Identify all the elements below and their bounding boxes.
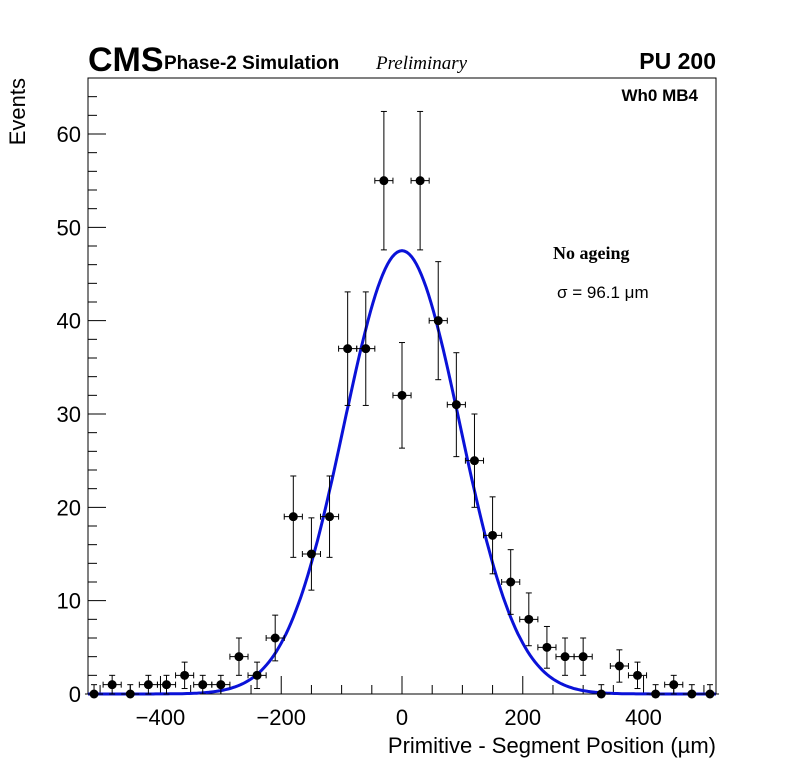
data-point	[519, 592, 539, 647]
x-tick-label: 200	[504, 705, 541, 730]
data-point	[410, 110, 430, 251]
data-point	[446, 352, 466, 458]
data-point	[121, 684, 140, 699]
y-tick-labels: 0 10 20 30 40 50 60	[57, 122, 81, 707]
data-point	[464, 413, 485, 508]
data-point	[627, 661, 648, 690]
data-point	[175, 661, 195, 690]
data-point	[374, 110, 394, 251]
x-tick-label: −400	[136, 705, 186, 730]
y-axis-label: Events	[5, 78, 30, 145]
y-tick-label: 60	[57, 122, 81, 147]
data-point	[156, 674, 177, 695]
data-point	[573, 637, 593, 676]
data-point	[501, 549, 521, 615]
chamber-label: Wh0 MB4	[622, 86, 699, 105]
x-tick-label: 0	[396, 705, 408, 730]
y-tick-label: 0	[69, 682, 81, 707]
pileup-label: PU 200	[639, 48, 716, 74]
y-tick-label: 50	[57, 215, 81, 240]
data-point	[283, 475, 303, 558]
data-point	[193, 674, 213, 695]
data-point	[247, 661, 267, 690]
data-point	[428, 261, 448, 381]
y-tick-label: 30	[57, 402, 81, 427]
data-point	[592, 684, 611, 699]
data-point	[483, 496, 503, 575]
y-tick-label: 20	[57, 495, 81, 520]
data-point	[265, 614, 285, 662]
x-tick-labels: −400 −200 0 200 400	[136, 705, 662, 730]
cms-label: CMS	[88, 41, 164, 79]
data-point	[138, 674, 158, 695]
data-point	[664, 674, 684, 695]
data-point	[84, 684, 104, 699]
y-tick-label: 10	[57, 589, 81, 614]
fit-sigma-label: σ = 96.1 μm	[557, 283, 649, 302]
data-point	[682, 684, 701, 699]
ageing-label: No ageing	[553, 243, 630, 263]
data-point	[700, 684, 720, 699]
preliminary-label: Preliminary	[375, 53, 468, 74]
data-points	[84, 110, 720, 699]
data-point	[356, 291, 376, 406]
data-point	[646, 684, 665, 699]
phase-label: Phase-2 Simulation	[164, 53, 339, 74]
x-tick-label: −200	[256, 705, 306, 730]
data-point	[229, 637, 249, 676]
data-point	[211, 674, 231, 695]
data-point	[301, 517, 321, 591]
data-point	[555, 637, 575, 676]
data-point	[102, 674, 122, 695]
x-axis-label: Primitive - Segment Position (µm)	[388, 733, 716, 758]
data-point	[392, 342, 412, 449]
fit-curve	[88, 249, 716, 696]
y-tick-label: 40	[57, 309, 81, 334]
x-tick-label: 400	[625, 705, 662, 730]
data-point	[537, 625, 557, 669]
data-point	[319, 475, 340, 558]
data-point	[338, 291, 358, 406]
data-point	[609, 649, 629, 683]
